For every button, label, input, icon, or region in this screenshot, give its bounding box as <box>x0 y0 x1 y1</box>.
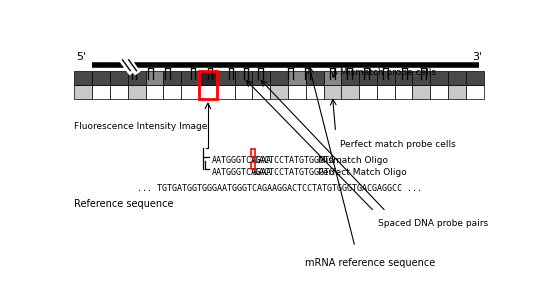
Bar <box>430 85 448 99</box>
Bar <box>128 85 146 99</box>
Bar <box>199 71 217 99</box>
Bar <box>199 71 217 85</box>
Bar <box>306 71 324 85</box>
Bar <box>288 71 306 85</box>
Bar <box>251 149 255 157</box>
Bar <box>128 71 146 85</box>
Bar <box>377 85 395 99</box>
Bar <box>324 85 341 99</box>
Bar <box>74 85 92 99</box>
Text: Perfect Match Oligo: Perfect Match Oligo <box>318 168 406 177</box>
Bar <box>270 85 288 99</box>
Text: ... TGTGATGGTGGGAATGGGTCAGAAGGACTCCTATGTGGGTGACGAGGCC ...: ... TGTGATGGTGGGAATGGGTCAGAAGGACTCCTATGT… <box>138 184 422 193</box>
Bar <box>252 71 270 85</box>
Bar <box>430 71 448 85</box>
Bar <box>341 71 359 85</box>
Bar <box>412 71 430 85</box>
Text: Spaced DNA probe pairs: Spaced DNA probe pairs <box>378 219 488 228</box>
Text: Mismatch Oligo: Mismatch Oligo <box>318 156 388 165</box>
Text: Fluorescence Intensity Image: Fluorescence Intensity Image <box>74 122 208 131</box>
Bar <box>217 71 235 85</box>
Bar <box>359 85 377 99</box>
Bar <box>74 71 92 85</box>
Bar <box>163 85 181 99</box>
Text: 3': 3' <box>472 52 482 62</box>
Bar <box>395 71 412 85</box>
Bar <box>306 85 324 99</box>
Bar <box>181 85 199 99</box>
Text: C: C <box>252 156 257 165</box>
Bar <box>92 71 110 85</box>
Text: Reference sequence: Reference sequence <box>74 199 174 209</box>
Bar <box>146 85 163 99</box>
Text: 5': 5' <box>76 52 86 62</box>
Bar <box>324 71 341 85</box>
Bar <box>217 85 235 99</box>
Bar <box>110 85 128 99</box>
Text: GACTCCTATGTGGGTG: GACTCCTATGTGGGTG <box>255 168 335 177</box>
Bar <box>377 71 395 85</box>
Text: Mismatch probe cells: Mismatch probe cells <box>340 68 436 77</box>
Text: GACTCCTATGTGGGTG: GACTCCTATGTGGGTG <box>255 156 335 165</box>
Bar <box>466 85 484 99</box>
Bar <box>92 85 110 99</box>
Bar <box>341 85 359 99</box>
Bar <box>146 71 163 85</box>
Bar <box>235 85 252 99</box>
Bar <box>448 71 466 85</box>
Bar <box>163 71 181 85</box>
Text: G: G <box>252 168 257 177</box>
Bar <box>412 85 430 99</box>
Bar <box>251 161 255 169</box>
Text: Perfect match probe cells: Perfect match probe cells <box>340 140 455 149</box>
Bar <box>288 85 306 99</box>
Bar <box>359 71 377 85</box>
Bar <box>466 71 484 85</box>
Bar <box>395 85 412 99</box>
Bar <box>448 85 466 99</box>
Bar <box>199 85 217 99</box>
Bar <box>235 71 252 85</box>
Text: AATGGGTCAGAA: AATGGGTCAGAA <box>212 168 271 177</box>
Text: mRNA reference sequence: mRNA reference sequence <box>305 258 436 268</box>
Bar <box>110 71 128 85</box>
Bar <box>252 85 270 99</box>
Bar <box>181 71 199 85</box>
Text: AATGGGTCAGAA: AATGGGTCAGAA <box>212 156 271 165</box>
Bar <box>270 71 288 85</box>
